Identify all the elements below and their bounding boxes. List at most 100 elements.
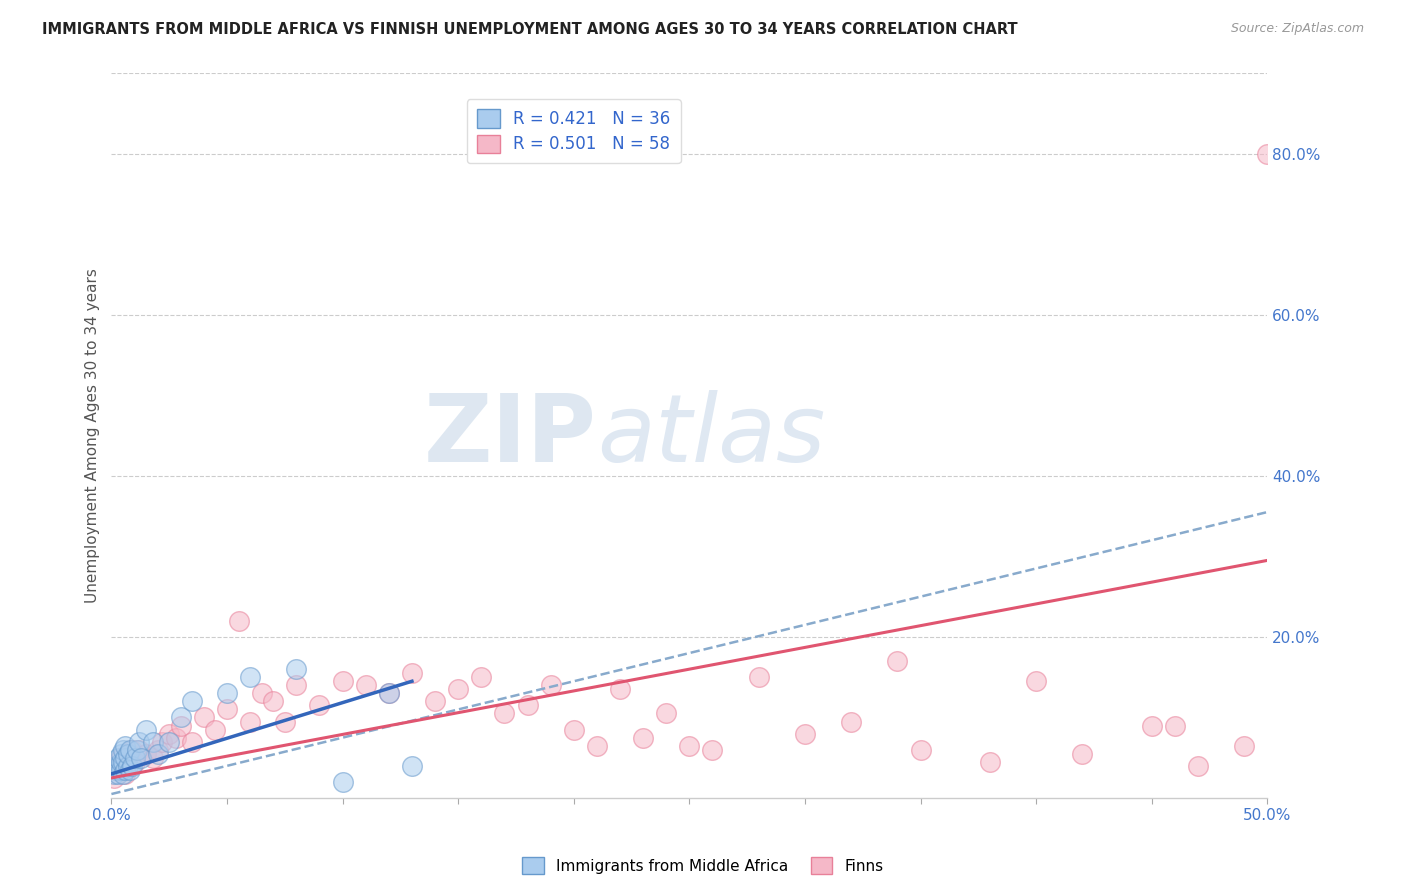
Point bbox=[110, 763, 132, 777]
Point bbox=[114, 763, 136, 777]
Point bbox=[423, 694, 446, 708]
Point bbox=[1233, 739, 1256, 753]
Point bbox=[128, 742, 150, 756]
Point bbox=[285, 662, 308, 676]
Point bbox=[378, 686, 401, 700]
Point bbox=[228, 614, 250, 628]
Y-axis label: Unemployment Among Ages 30 to 34 years: Unemployment Among Ages 30 to 34 years bbox=[86, 268, 100, 603]
Point bbox=[110, 755, 132, 769]
Point bbox=[215, 686, 238, 700]
Point bbox=[105, 759, 128, 773]
Point bbox=[193, 710, 215, 724]
Point bbox=[157, 734, 180, 748]
Point bbox=[239, 670, 262, 684]
Point bbox=[114, 767, 136, 781]
Point bbox=[124, 751, 146, 765]
Point bbox=[107, 759, 129, 773]
Point bbox=[401, 759, 423, 773]
Point bbox=[111, 767, 134, 781]
Point bbox=[540, 678, 562, 692]
Point bbox=[118, 742, 141, 756]
Point bbox=[609, 682, 631, 697]
Point bbox=[262, 694, 284, 708]
Point bbox=[631, 731, 654, 745]
Point bbox=[128, 734, 150, 748]
Point bbox=[1071, 747, 1094, 761]
Text: Source: ZipAtlas.com: Source: ZipAtlas.com bbox=[1230, 22, 1364, 36]
Text: ZIP: ZIP bbox=[425, 390, 598, 482]
Point bbox=[678, 739, 700, 753]
Point bbox=[1140, 718, 1163, 732]
Point bbox=[1187, 759, 1209, 773]
Point bbox=[146, 742, 169, 756]
Point bbox=[170, 718, 193, 732]
Point bbox=[157, 726, 180, 740]
Point bbox=[146, 747, 169, 761]
Point bbox=[239, 714, 262, 729]
Text: IMMIGRANTS FROM MIDDLE AFRICA VS FINNISH UNEMPLOYMENT AMONG AGES 30 TO 34 YEARS : IMMIGRANTS FROM MIDDLE AFRICA VS FINNISH… bbox=[42, 22, 1018, 37]
Point bbox=[118, 747, 141, 761]
Point bbox=[170, 710, 193, 724]
Point bbox=[117, 751, 139, 765]
Point bbox=[285, 678, 308, 692]
Point bbox=[250, 686, 273, 700]
Point bbox=[910, 742, 932, 756]
Text: atlas: atlas bbox=[598, 390, 825, 481]
Point bbox=[1164, 718, 1187, 732]
Point bbox=[142, 734, 165, 748]
Point bbox=[103, 767, 125, 781]
Point bbox=[114, 751, 136, 765]
Point bbox=[121, 742, 143, 756]
Point bbox=[110, 751, 132, 765]
Point bbox=[1256, 146, 1278, 161]
Point bbox=[111, 742, 134, 756]
Point bbox=[124, 755, 146, 769]
Point bbox=[165, 731, 187, 745]
Point bbox=[111, 755, 134, 769]
Point bbox=[1025, 674, 1047, 689]
Point bbox=[125, 742, 148, 756]
Point bbox=[121, 759, 143, 773]
Point bbox=[111, 759, 134, 773]
Point bbox=[110, 747, 132, 761]
Point bbox=[181, 694, 204, 708]
Point bbox=[150, 734, 173, 748]
Point bbox=[470, 670, 492, 684]
Point bbox=[107, 759, 129, 773]
Point bbox=[447, 682, 470, 697]
Point bbox=[494, 706, 516, 721]
Point bbox=[105, 763, 128, 777]
Point bbox=[748, 670, 770, 684]
Point bbox=[181, 734, 204, 748]
Point bbox=[562, 723, 585, 737]
Point bbox=[215, 702, 238, 716]
Point bbox=[979, 755, 1001, 769]
Point bbox=[839, 714, 862, 729]
Point bbox=[586, 739, 609, 753]
Point bbox=[131, 751, 153, 765]
Point bbox=[103, 771, 125, 785]
Point bbox=[135, 747, 157, 761]
Point bbox=[118, 763, 141, 777]
Point bbox=[332, 775, 354, 789]
Point bbox=[135, 723, 157, 737]
Point bbox=[516, 698, 538, 713]
Point bbox=[354, 678, 377, 692]
Legend: R = 0.421   N = 36, R = 0.501   N = 58: R = 0.421 N = 36, R = 0.501 N = 58 bbox=[467, 99, 681, 163]
Point bbox=[655, 706, 678, 721]
Point bbox=[117, 747, 139, 761]
Point bbox=[332, 674, 354, 689]
Point bbox=[117, 759, 139, 773]
Point bbox=[794, 726, 817, 740]
Point bbox=[114, 739, 136, 753]
Point bbox=[142, 751, 165, 765]
Point bbox=[886, 654, 908, 668]
Point bbox=[107, 767, 129, 781]
Point bbox=[204, 723, 226, 737]
Point bbox=[378, 686, 401, 700]
Point bbox=[401, 666, 423, 681]
Point bbox=[274, 714, 297, 729]
Point bbox=[702, 742, 724, 756]
Point bbox=[107, 751, 129, 765]
Legend: Immigrants from Middle Africa, Finns: Immigrants from Middle Africa, Finns bbox=[516, 851, 890, 880]
